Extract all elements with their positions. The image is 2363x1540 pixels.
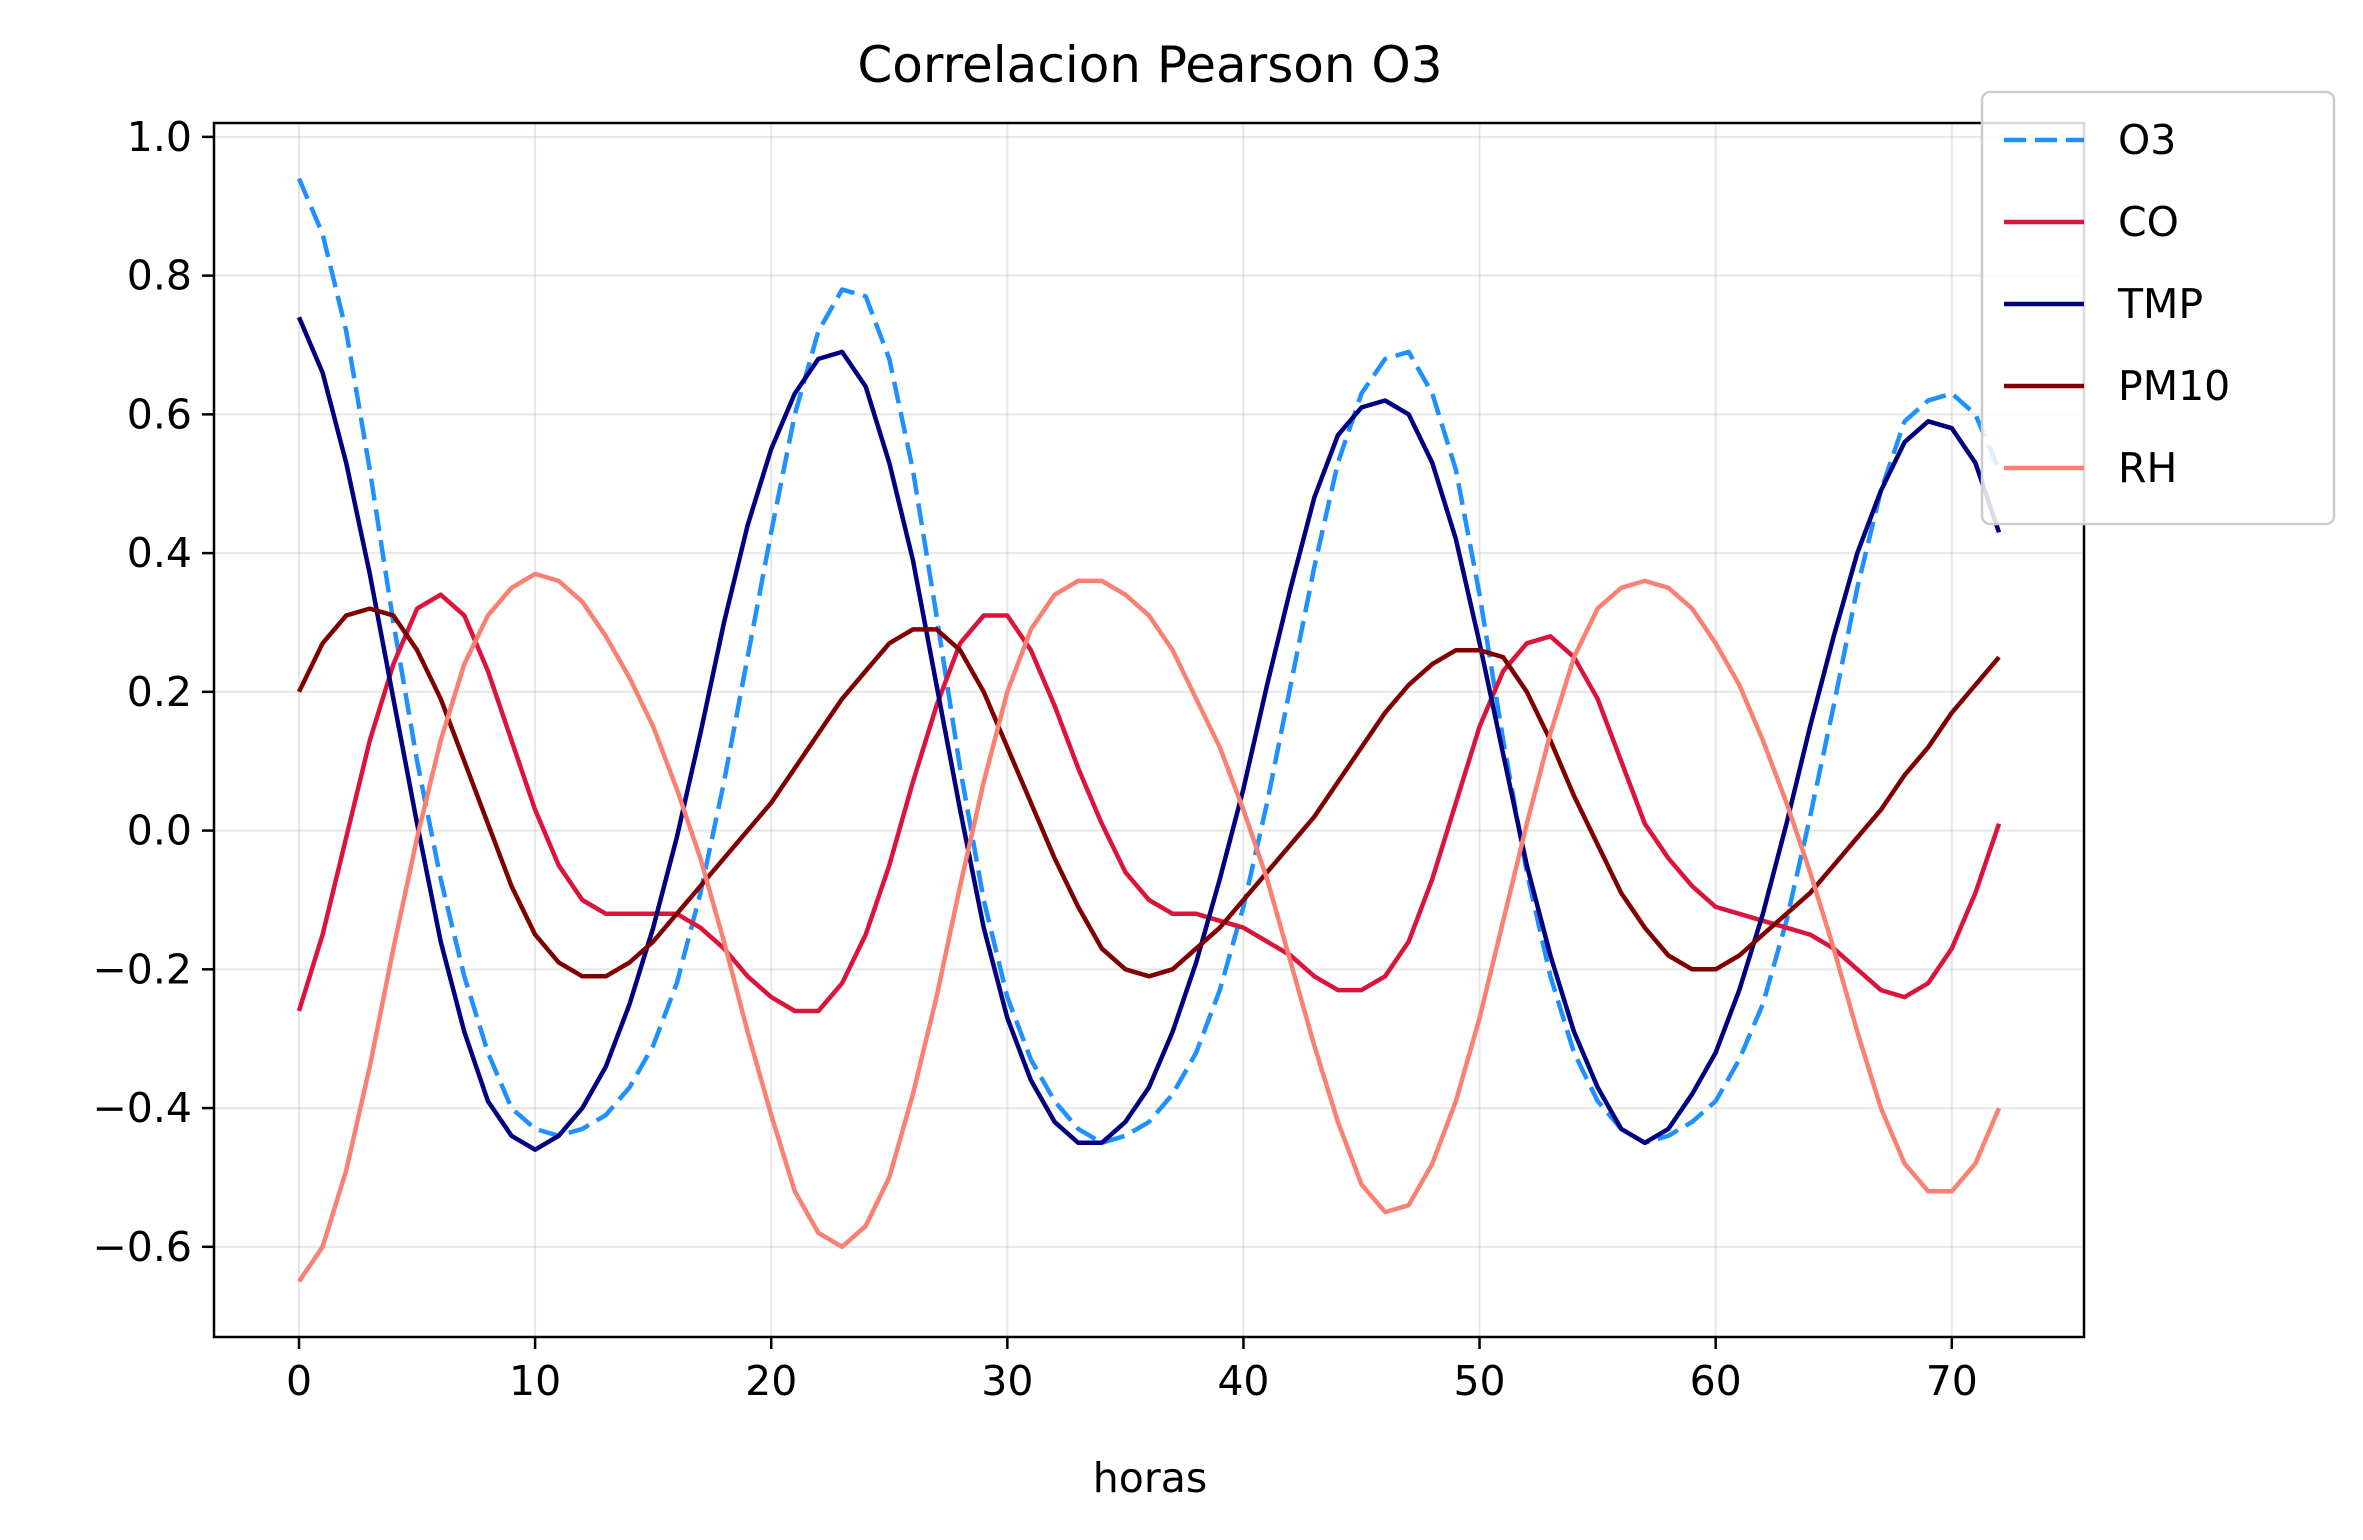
legend-label-o3: O3 bbox=[2118, 116, 2176, 164]
legend-label-pm10: PM10 bbox=[2118, 362, 2230, 410]
chart-title: Correlacion Pearson O3 bbox=[857, 36, 1442, 94]
x-tick-label: 40 bbox=[1217, 1357, 1269, 1405]
series-line-tmp bbox=[296, 316, 2002, 1152]
legend: O3 CO TMP PM10 RH bbox=[1980, 90, 2336, 526]
legend-box bbox=[1980, 90, 2336, 526]
axis-ticks: 0 10 20 30 40 50 60 70 −0.6 −0.4 −0.2 0.0 0.2 0.4 0.6 0… bbox=[92, 113, 1977, 1405]
series-line-pm10 bbox=[296, 606, 2001, 979]
x-tick-label: 0 bbox=[286, 1357, 312, 1405]
x-tick-label: 70 bbox=[1926, 1357, 1978, 1405]
y-tick-label: 0.2 bbox=[127, 668, 192, 716]
series-line-co bbox=[296, 592, 2002, 1014]
y-tick-label: −0.2 bbox=[92, 945, 192, 993]
y-tick-label: −0.4 bbox=[92, 1084, 192, 1132]
axes-frame bbox=[212, 121, 2086, 1339]
legend-label-tmp: TMP bbox=[2117, 280, 2203, 328]
series-line-rh bbox=[297, 571, 2002, 1283]
legend-label-co: CO bbox=[2118, 198, 2179, 246]
x-tick-label: 50 bbox=[1453, 1357, 1505, 1405]
y-tick-label: −0.6 bbox=[92, 1223, 192, 1271]
y-tick-label: 1.0 bbox=[127, 113, 192, 161]
x-tick-label: 20 bbox=[745, 1357, 797, 1405]
y-tick-label: 0.8 bbox=[127, 252, 192, 300]
x-tick-label: 10 bbox=[509, 1357, 561, 1405]
y-tick-label: 0.4 bbox=[127, 529, 192, 577]
x-axis-label: horas bbox=[1093, 1454, 1207, 1502]
plot-area bbox=[296, 177, 2002, 1283]
y-tick-label: 0.6 bbox=[127, 390, 192, 438]
grid bbox=[214, 123, 2084, 1337]
x-tick-label: 30 bbox=[981, 1357, 1033, 1405]
y-tick-label: 0.0 bbox=[127, 807, 192, 855]
legend-label-rh: RH bbox=[2118, 444, 2177, 492]
x-tick-label: 60 bbox=[1690, 1357, 1742, 1405]
series-line-o3 bbox=[296, 177, 2002, 1146]
